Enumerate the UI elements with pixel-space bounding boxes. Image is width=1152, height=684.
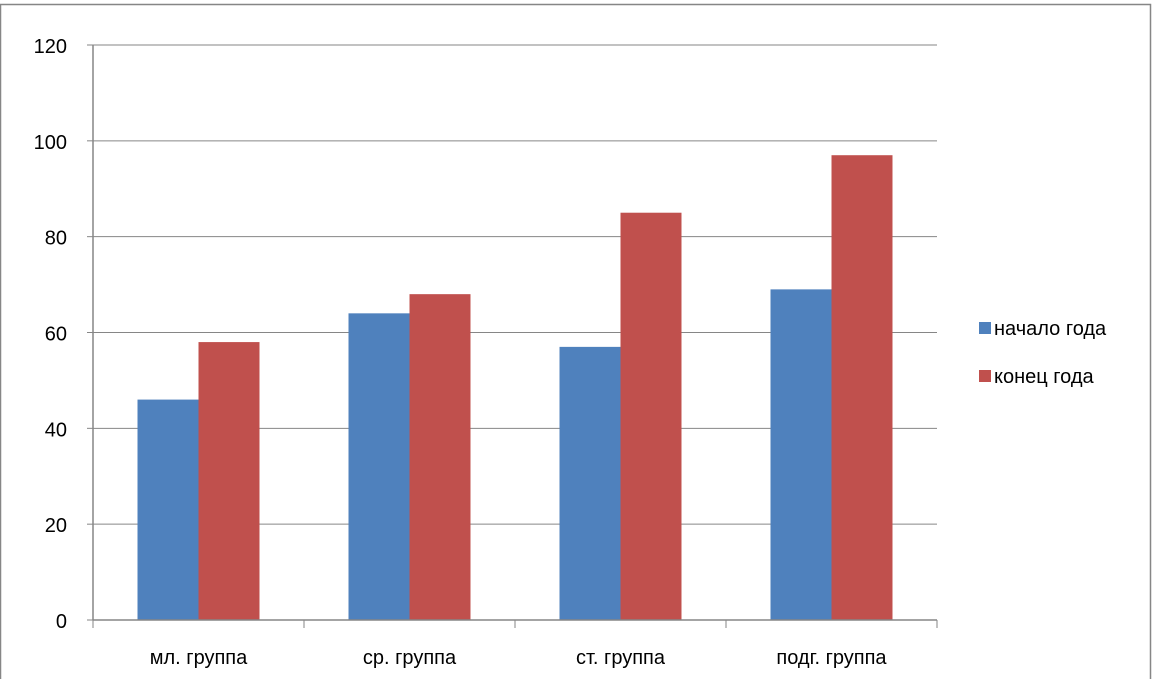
bar bbox=[137, 399, 199, 620]
x-tick-label: подг. группа bbox=[776, 647, 887, 669]
axes: 0 20 40 60 80 100 120 мл. группа ср. группа ст. г… bbox=[34, 36, 938, 669]
y-tick-label: 0 bbox=[56, 611, 67, 633]
legend-label: начало года bbox=[994, 318, 1107, 340]
bar bbox=[348, 313, 410, 620]
legend-swatch bbox=[979, 322, 991, 334]
legend-swatch bbox=[979, 370, 991, 382]
bar bbox=[770, 289, 832, 620]
x-tick-label: мл. группа bbox=[150, 647, 248, 669]
bar bbox=[831, 155, 893, 621]
x-tick-label: ср. группа bbox=[363, 647, 457, 669]
legend-label: конец года bbox=[994, 366, 1094, 388]
x-tick-label: ст. группа bbox=[576, 647, 666, 669]
bar bbox=[198, 342, 260, 620]
y-tick-label: 100 bbox=[34, 132, 67, 154]
legend: начало года конец года bbox=[979, 318, 1107, 388]
bars bbox=[137, 155, 893, 621]
y-tick-label: 80 bbox=[45, 228, 67, 250]
y-tick-label: 20 bbox=[45, 515, 67, 537]
bar bbox=[409, 294, 471, 620]
y-tick-label: 120 bbox=[34, 36, 67, 58]
y-tick-label: 40 bbox=[45, 419, 67, 441]
y-tick-label: 60 bbox=[45, 324, 67, 346]
bar bbox=[559, 346, 621, 620]
bar bbox=[620, 212, 682, 621]
